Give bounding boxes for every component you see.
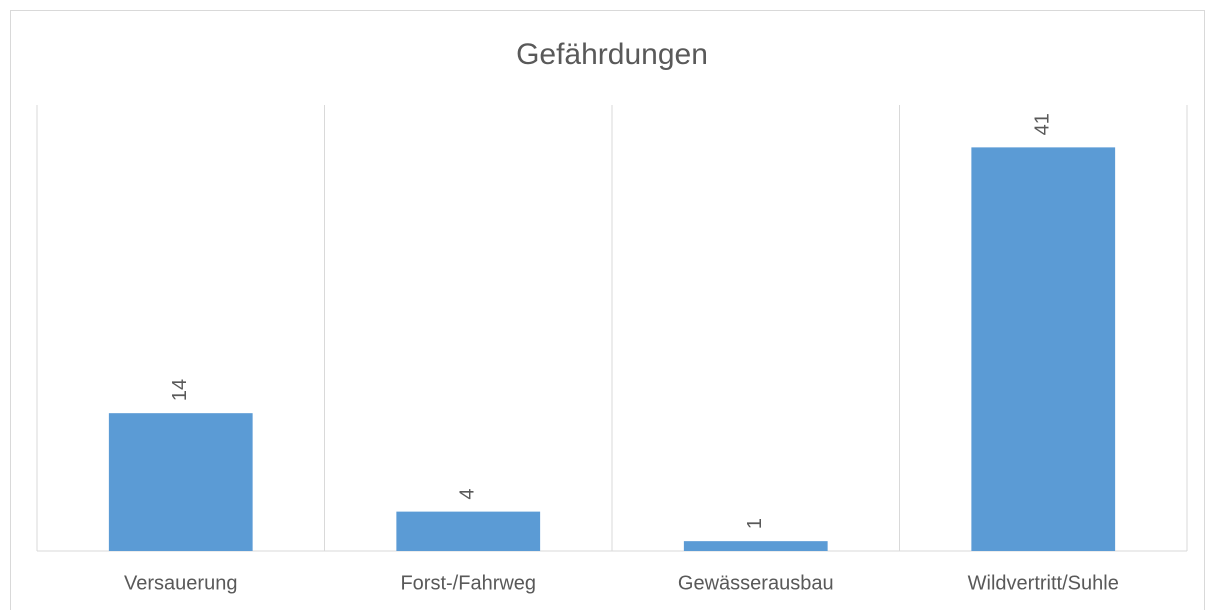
data-label: 1 [744, 518, 766, 529]
bar [108, 413, 253, 551]
x-tick-label: Wildvertritt/Suhle [968, 572, 1119, 594]
data-label: 4 [457, 488, 479, 499]
data-label: 41 [1032, 113, 1054, 135]
chart-title: Gefährdungen [516, 38, 708, 71]
bar [396, 511, 541, 551]
x-tick-label: Gewässerausbau [678, 572, 834, 594]
bar [971, 147, 1116, 551]
x-tick-label: Versauerung [124, 572, 237, 594]
bar [683, 541, 828, 551]
x-tick-label: Forst-/Fahrweg [400, 572, 536, 594]
data-label: 14 [169, 379, 191, 401]
